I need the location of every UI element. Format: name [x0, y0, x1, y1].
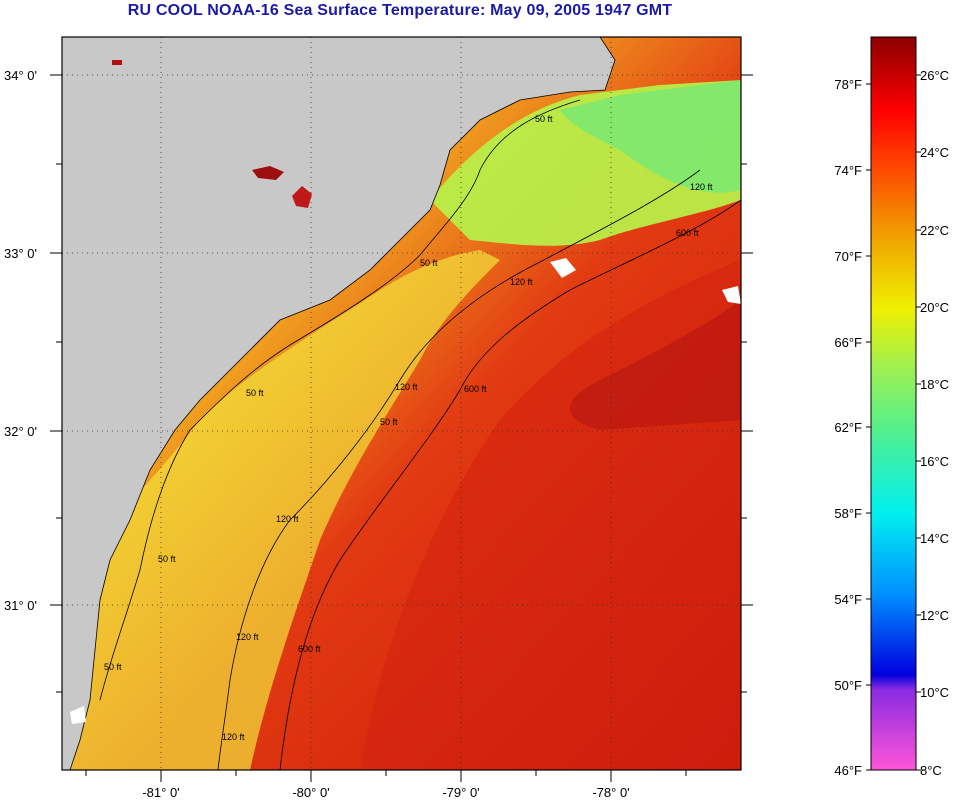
map-frame: [61, 36, 742, 771]
lat-label: 31° 0': [4, 598, 37, 613]
contour-label: 120 ft: [395, 382, 418, 392]
contour-label: 600 ft: [676, 228, 699, 238]
lat-label: 34° 0': [4, 68, 37, 83]
contour-label: 50 ft: [104, 662, 122, 672]
graticule: [62, 37, 741, 770]
colorbar-ticks: [866, 74, 921, 771]
colorbar-label-c: 22°C: [920, 223, 949, 238]
map-area: [62, 37, 741, 770]
colorbar-label-c: 26°C: [920, 68, 949, 83]
lat-label: 33° 0': [4, 246, 37, 261]
contour-label: 600 ft: [464, 384, 487, 394]
colorbar-label-f: 62°F: [834, 420, 862, 435]
cloud-patch-3: [70, 706, 86, 724]
axis-ticks: [50, 74, 753, 782]
colorbar-label-c: 14°C: [920, 531, 949, 546]
colorbar-label-c: 18°C: [920, 377, 949, 392]
lon-label: -81° 0': [142, 785, 179, 800]
cloud-patch: [550, 258, 576, 278]
lon-label: -78° 0': [592, 785, 629, 800]
colorbar-label-c: 20°C: [920, 300, 949, 315]
colorbar-label-f: 78°F: [834, 77, 862, 92]
colorbar-label-c: 10°C: [920, 685, 949, 700]
contour-120ft: [217, 169, 701, 770]
contour-50ft: [99, 99, 581, 701]
colorbar-label-f: 50°F: [834, 678, 862, 693]
lon-label: -79° 0': [442, 785, 479, 800]
contour-label: 50 ft: [158, 554, 176, 564]
colorbar-label-c: 16°C: [920, 454, 949, 469]
cloud-patch-2: [722, 286, 741, 304]
colorbar-label-f: 66°F: [834, 335, 862, 350]
contour-label: 120 ft: [510, 277, 533, 287]
contour-600ft: [279, 199, 741, 770]
lon-label: -80° 0': [292, 785, 329, 800]
colorbar-label-c: 12°C: [920, 608, 949, 623]
colorbar: [870, 36, 917, 771]
contour-label: 50 ft: [380, 417, 398, 427]
colorbar-label-f: 74°F: [834, 163, 862, 178]
contour-label: 120 ft: [236, 632, 259, 642]
contour-label: 120 ft: [690, 182, 713, 192]
colorbar-label-c: 24°C: [920, 145, 949, 160]
contour-label: 50 ft: [420, 258, 438, 268]
colorbar-label-f: 46°F: [834, 763, 862, 778]
colorbar-label-f: 70°F: [834, 249, 862, 264]
inland-warm-lake: [252, 166, 284, 180]
contour-label: 120 ft: [276, 514, 299, 524]
nearshore-green-water: [560, 80, 741, 193]
contour-label: 120 ft: [222, 732, 245, 742]
contour-label: 600 ft: [298, 644, 321, 654]
colorbar-label-c: 8°C: [920, 763, 942, 778]
colorbar-label-f: 58°F: [834, 506, 862, 521]
map-title: RU COOL NOAA-16 Sea Surface Temperature:…: [127, 2, 673, 19]
gulf-stream-band: [360, 260, 741, 770]
nearshore-yellow-water: [62, 250, 500, 770]
contour-label: 50 ft: [535, 114, 553, 124]
contour-label: 50 ft: [246, 388, 264, 398]
lat-label: 32° 0': [4, 424, 37, 439]
colorbar-label-f: 54°F: [834, 592, 862, 607]
land-mass: [62, 37, 616, 770]
inland-warm-spot: [112, 60, 122, 65]
inland-warm-lake-2: [292, 186, 312, 208]
